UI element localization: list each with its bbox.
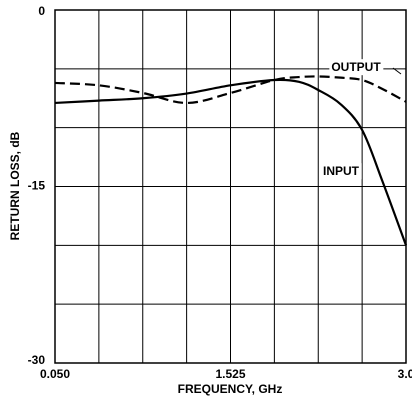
label-bg <box>321 163 362 180</box>
x-axis-label: FREQUENCY, GHz <box>178 382 283 396</box>
y-axis-label: RETURN LOSS, dB <box>8 131 22 240</box>
series-label: OUTPUT <box>331 60 381 74</box>
y-tick-label: -15 <box>28 179 46 193</box>
y-tick-label: 0 <box>38 4 45 18</box>
x-tick-label: 0.050 <box>40 367 70 381</box>
label-bg <box>329 59 384 76</box>
x-tick-label: 3.0 <box>398 367 412 381</box>
x-tick-label: 1.525 <box>215 367 245 381</box>
leader-line <box>392 67 402 75</box>
y-tick-label: -30 <box>28 353 46 367</box>
line-series <box>54 75 407 105</box>
series-label: INPUT <box>323 164 360 178</box>
line-series <box>54 78 408 246</box>
plot-frame <box>54 9 407 364</box>
